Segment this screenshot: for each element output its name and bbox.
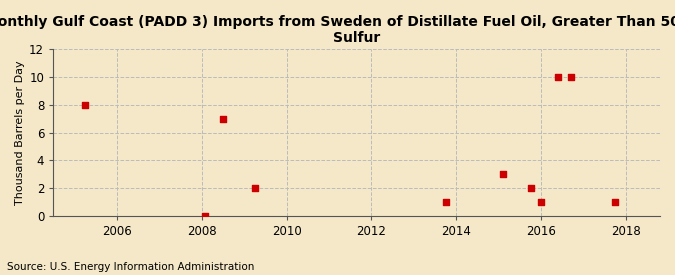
- Point: [536, 200, 547, 204]
- Y-axis label: Thousand Barrels per Day: Thousand Barrels per Day: [15, 60, 25, 205]
- Point: [80, 103, 90, 107]
- Point: [566, 75, 576, 79]
- Point: [553, 75, 564, 79]
- Point: [249, 186, 260, 190]
- Point: [497, 172, 508, 177]
- Point: [525, 186, 536, 190]
- Point: [217, 116, 228, 121]
- Text: Source: U.S. Energy Information Administration: Source: U.S. Energy Information Administ…: [7, 262, 254, 272]
- Point: [200, 214, 211, 218]
- Point: [440, 200, 451, 204]
- Title: Monthly Gulf Coast (PADD 3) Imports from Sweden of Distillate Fuel Oil, Greater : Monthly Gulf Coast (PADD 3) Imports from…: [0, 15, 675, 45]
- Point: [610, 200, 621, 204]
